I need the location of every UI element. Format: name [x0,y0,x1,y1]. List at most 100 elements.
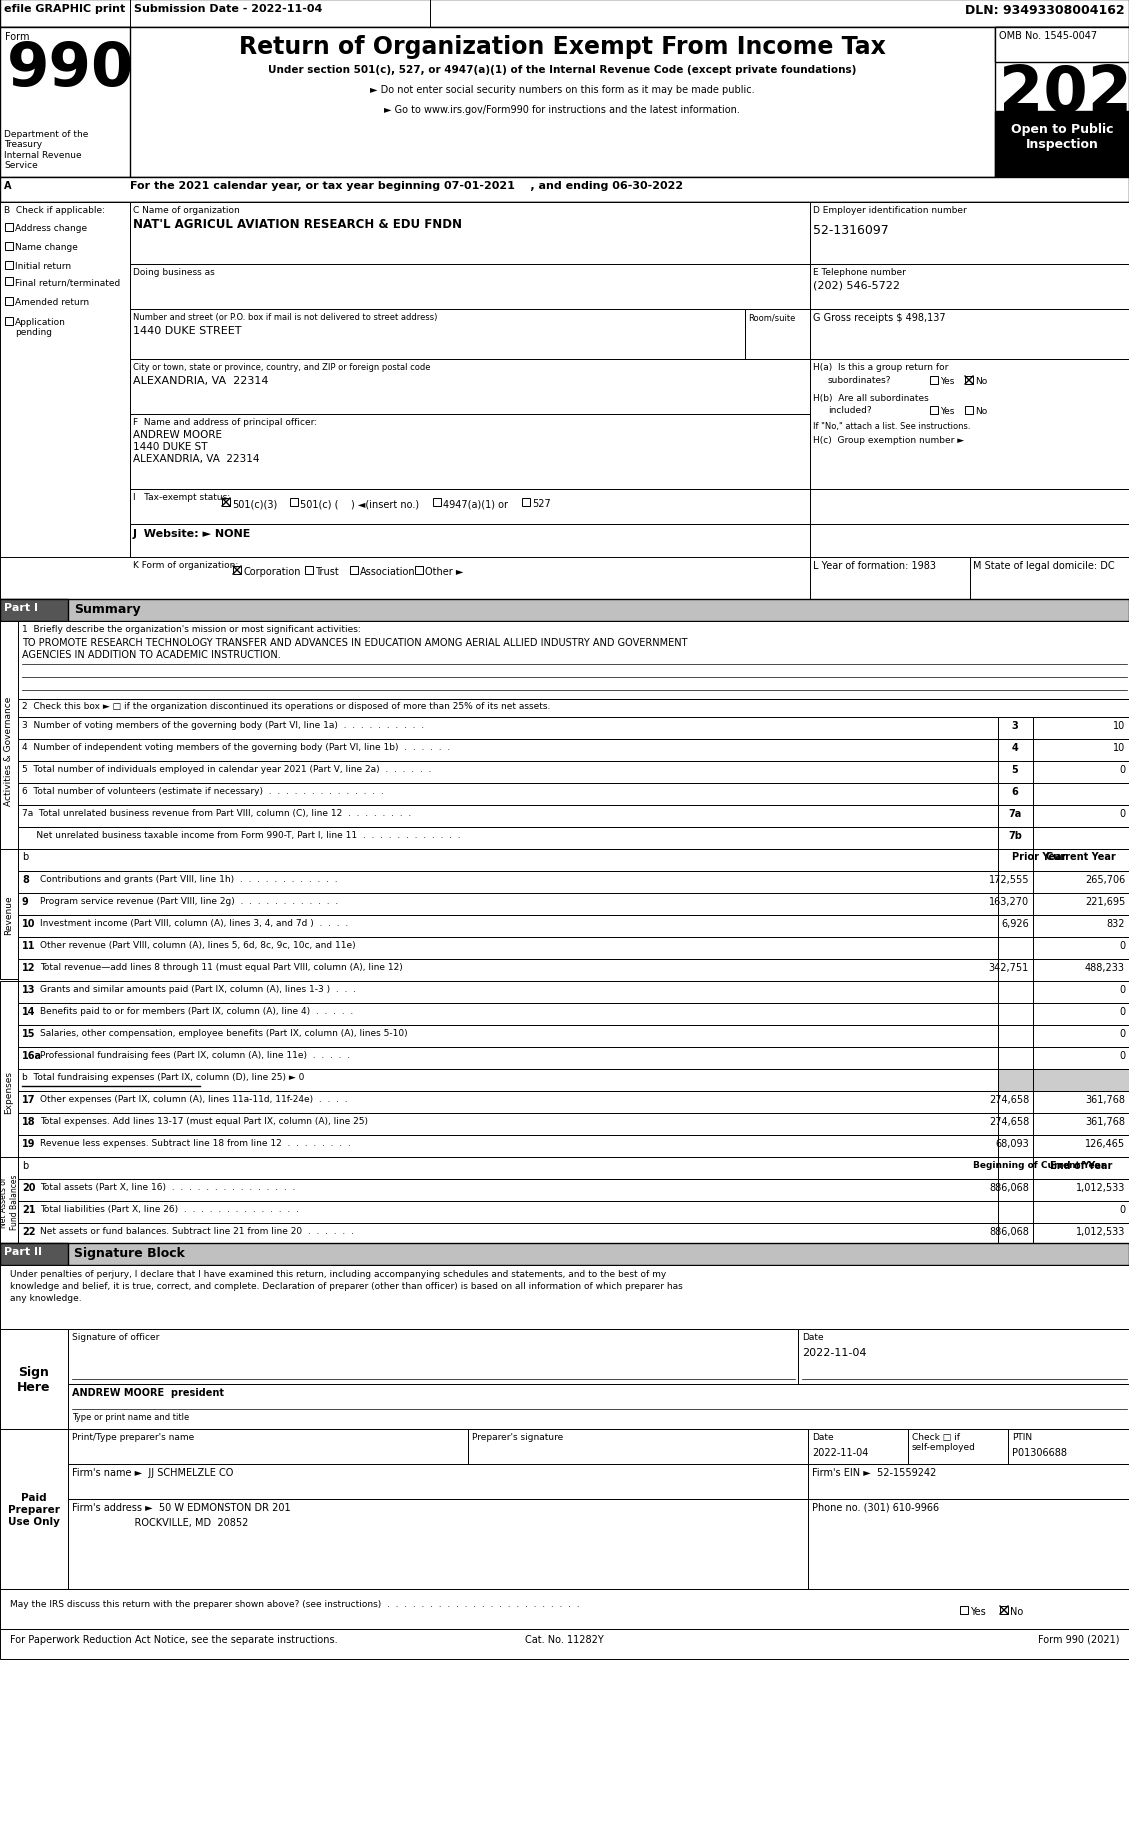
Text: Beginning of Current Year: Beginning of Current Year [973,1160,1105,1169]
Bar [0,27,130,178]
Bar [0,1329,68,1429]
Bar [1033,871,1129,893]
Bar [0,1329,1129,1429]
Text: 361,768: 361,768 [1085,1116,1124,1127]
Text: Yes: Yes [970,1607,986,1616]
Bar [809,525,1129,560]
Bar [998,1003,1033,1025]
Text: 990: 990 [7,40,134,99]
Bar [415,567,423,575]
Text: 1,012,533: 1,012,533 [1076,1182,1124,1193]
Text: ► Go to www.irs.gov/Form990 for instructions and the latest information.: ► Go to www.irs.gov/Form990 for instruct… [384,104,739,115]
Text: Prior Year: Prior Year [1012,851,1066,862]
Bar [18,699,1129,717]
Text: 0: 0 [1119,765,1124,774]
Text: ► Do not enter social security numbers on this form as it may be made public.: ► Do not enter social security numbers o… [369,84,754,95]
Bar [130,265,809,309]
Text: 21: 21 [21,1204,35,1215]
Text: 0: 0 [1119,985,1124,994]
Text: 20: 20 [21,1182,35,1193]
Text: I   Tax-exempt status:: I Tax-exempt status: [133,492,230,501]
Text: Benefits paid to or for members (Part IX, column (A), line 4)  .  .  .  .  .: Benefits paid to or for members (Part IX… [40,1007,353,1016]
Bar [18,893,998,915]
Bar [469,1429,808,1464]
Bar [18,1222,998,1246]
Text: Return of Organization Exempt From Income Tax: Return of Organization Exempt From Incom… [238,35,885,59]
Bar [1033,1069,1129,1091]
Bar [998,761,1033,783]
Text: 11: 11 [21,941,35,950]
Text: Program service revenue (Part VIII, line 2g)  .  .  .  .  .  .  .  .  .  .  .  .: Program service revenue (Part VIII, line… [40,897,339,906]
Text: F  Name and address of principal officer:: F Name and address of principal officer: [133,417,317,426]
Bar [0,981,18,1200]
Bar [930,406,938,415]
Text: Firm's address ►  50 W EDMONSTON DR 201: Firm's address ► 50 W EDMONSTON DR 201 [72,1502,290,1512]
Text: J  Website: ► NONE: J Website: ► NONE [133,529,252,538]
Bar [0,849,18,979]
Text: 501(c) (    ) ◄(insert no.): 501(c) ( ) ◄(insert no.) [300,500,419,509]
Text: M State of legal domicile: DC: M State of legal domicile: DC [973,560,1114,571]
Text: H(b)  Are all subordinates: H(b) Are all subordinates [813,393,929,403]
Text: 6: 6 [1012,787,1018,796]
Text: City or town, state or province, country, and ZIP or foreign postal code: City or town, state or province, country… [133,362,430,371]
Text: May the IRS discuss this return with the preparer shown above? (see instructions: May the IRS discuss this return with the… [10,1599,579,1609]
Text: Final return/terminated: Final return/terminated [15,278,121,287]
Text: 3  Number of voting members of the governing body (Part VI, line 1a)  .  .  .  .: 3 Number of voting members of the govern… [21,721,425,730]
Bar [0,203,1129,560]
Bar [998,1157,1129,1179]
Bar [745,309,809,361]
Bar [233,567,240,575]
Bar [809,361,1129,490]
Bar [0,1629,1129,1660]
Text: 16a: 16a [21,1050,42,1060]
Text: 0: 0 [1119,1007,1124,1016]
Bar [18,739,998,761]
Text: Other ►: Other ► [425,567,463,576]
Bar [1033,1091,1129,1113]
Text: 1440 DUKE ST: 1440 DUKE ST [133,441,208,452]
Bar [0,1243,1129,1265]
Text: 13: 13 [21,985,35,994]
Text: 274,658: 274,658 [989,1094,1029,1103]
Bar [0,27,1129,178]
Text: 22: 22 [21,1226,35,1237]
Bar [18,1069,998,1091]
Bar [18,937,998,959]
Text: 68,093: 68,093 [996,1138,1029,1149]
Text: B  Check if applicable:: B Check if applicable: [5,207,105,214]
Text: DLN: 93493308004162: DLN: 93493308004162 [965,4,1124,16]
Text: Contributions and grants (Part VIII, line 1h)  .  .  .  .  .  .  .  .  .  .  .  : Contributions and grants (Part VIII, lin… [40,875,338,884]
Bar [130,203,809,265]
Text: TO PROMOTE RESEARCH TECHNOLOGY TRANSFER AND ADVANCES IN EDUCATION AMONG AERIAL A: TO PROMOTE RESEARCH TECHNOLOGY TRANSFER … [21,637,688,648]
Text: L Year of formation: 1983: L Year of formation: 1983 [813,560,936,571]
Bar [908,1429,1008,1464]
Text: Total liabilities (Part X, line 26)  .  .  .  .  .  .  .  .  .  .  .  .  .  .: Total liabilities (Part X, line 26) . . … [40,1204,299,1213]
Text: 7a  Total unrelated business revenue from Part VIII, column (C), line 12  .  .  : 7a Total unrelated business revenue from… [21,809,411,818]
Bar [1033,959,1129,981]
Text: Firm's EIN ►  52-1559242: Firm's EIN ► 52-1559242 [812,1468,936,1477]
Bar [998,1135,1033,1157]
Text: Association: Association [360,567,415,576]
Text: 2022-11-04: 2022-11-04 [812,1448,868,1457]
Text: Yes: Yes [940,406,954,415]
Text: P01306688: P01306688 [1012,1448,1067,1457]
Bar [18,959,998,981]
Text: 18: 18 [21,1116,36,1127]
Bar [995,112,1129,178]
Text: 1440 DUKE STREET: 1440 DUKE STREET [133,326,242,337]
Bar [130,525,809,560]
Bar [222,500,230,507]
Text: Submission Date - 2022-11-04: Submission Date - 2022-11-04 [134,4,323,15]
Bar [18,1003,998,1025]
Text: 17: 17 [21,1094,35,1103]
Bar [18,805,998,827]
Text: 0: 0 [1119,1050,1124,1060]
Bar [18,1179,998,1200]
Text: ANDREW MOORE  president: ANDREW MOORE president [72,1387,224,1398]
Text: AGENCIES IN ADDITION TO ACADEMIC INSTRUCTION.: AGENCIES IN ADDITION TO ACADEMIC INSTRUC… [21,650,281,659]
Text: Phone no. (301) 610-9966: Phone no. (301) 610-9966 [812,1502,939,1512]
Text: 342,751: 342,751 [989,963,1029,972]
Bar [5,223,14,232]
Text: Yes: Yes [940,377,954,386]
Text: efile GRAPHIC print: efile GRAPHIC print [5,4,125,15]
